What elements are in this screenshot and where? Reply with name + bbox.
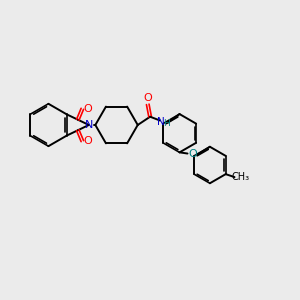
Text: O: O	[83, 136, 92, 146]
Text: H: H	[163, 119, 170, 128]
Text: O: O	[188, 149, 197, 159]
Text: N: N	[157, 117, 165, 127]
Text: N: N	[85, 120, 93, 130]
Text: CH₃: CH₃	[232, 172, 250, 182]
Text: O: O	[83, 104, 92, 114]
Text: O: O	[143, 94, 152, 103]
